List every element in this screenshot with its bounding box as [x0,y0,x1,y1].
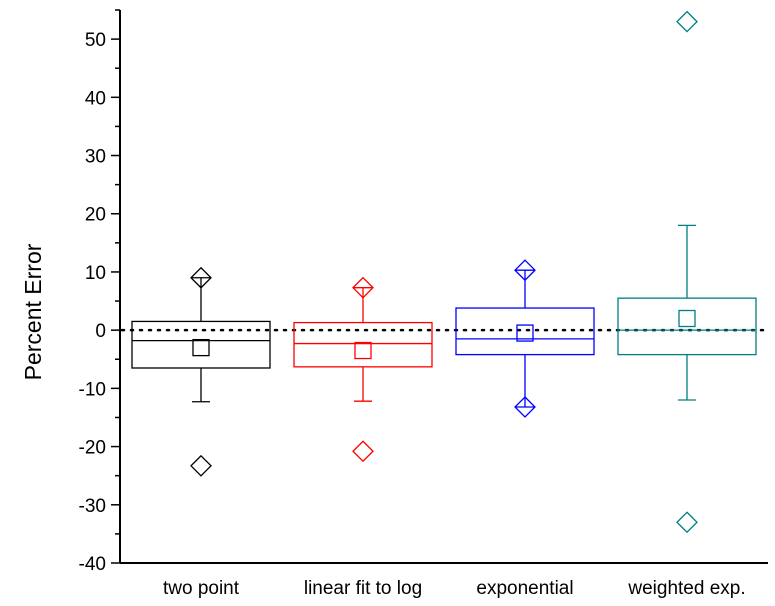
y-tick-label: 30 [85,147,106,168]
x-tick-label: weighted exp. [627,578,745,599]
box-series [131,10,757,534]
y-tick-label: 10 [85,263,106,284]
y-tick-label: -40 [79,554,106,575]
y-tick-label: -30 [79,496,106,517]
y-tick-label: 20 [85,205,106,226]
mean-marker [678,309,696,328]
mean-marker [516,324,534,342]
x-tick-label: exponential [476,578,573,599]
max-marker [514,259,536,282]
max-marker [190,266,212,289]
axes: -40 -30 -20 -10 0 10 20 30 40 50 two point linear f… [79,9,770,599]
y-tick-label: 50 [85,30,106,51]
mean-marker [354,341,372,360]
y-tick-label: -10 [79,379,106,400]
min-marker [352,440,374,463]
iqr-box [131,320,271,369]
max-marker [352,276,374,299]
max-marker [676,10,698,33]
min-marker [190,454,212,477]
mean-marker [192,338,210,357]
iqr-box [617,297,757,356]
min-marker [676,511,698,534]
box-exponential [455,259,595,418]
box-two-point [131,266,271,477]
iqr-box [455,307,595,356]
y-tick-label: 40 [85,88,106,109]
box-weighted-exp- [617,10,757,534]
box-linear-fit-to-log [293,276,433,463]
x-tick-label: linear fit to log [304,578,422,599]
y-tick-label: 0 [95,321,106,342]
y-tick-label: -20 [79,438,106,459]
y-axis-title: Percent Error [20,243,46,380]
min-marker [514,396,536,418]
x-tick-label: two point [163,578,240,599]
iqr-box [293,321,433,368]
